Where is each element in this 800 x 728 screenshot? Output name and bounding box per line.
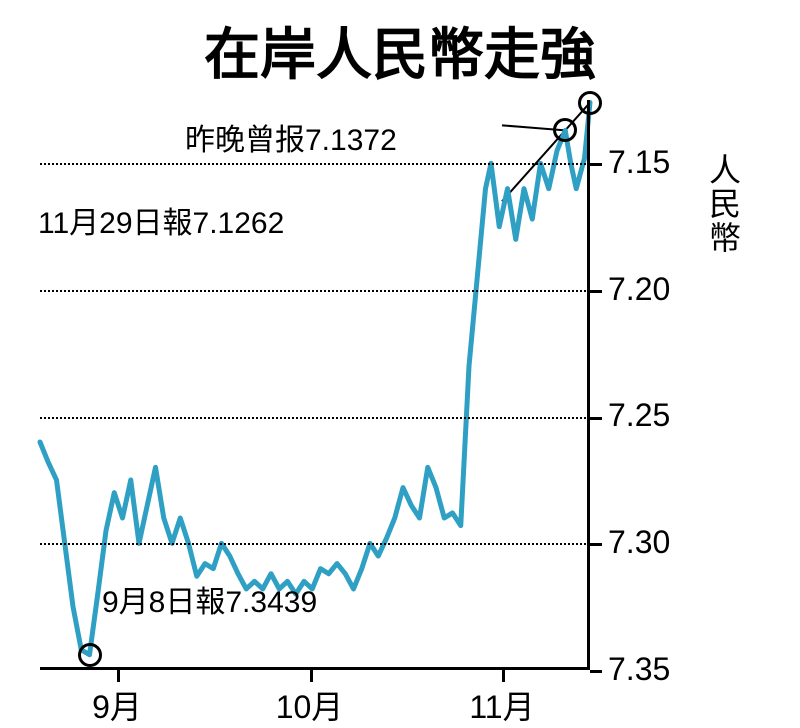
grid-line <box>40 290 590 292</box>
y-tick <box>590 290 602 293</box>
data-marker <box>578 91 602 115</box>
data-marker <box>553 118 577 142</box>
y-axis-line <box>587 100 590 670</box>
x-tick-label: 11月 <box>469 682 534 728</box>
y-tick-label: 7.30 <box>608 524 670 561</box>
x-tick-label: 10月 <box>276 682 344 728</box>
x-axis-line <box>40 667 590 670</box>
x-tick <box>310 670 313 682</box>
y-tick-label: 7.20 <box>608 271 670 308</box>
plot-area: 7.157.207.257.307.35人民幣9月10月11月昨晚曾报7.137… <box>40 100 590 670</box>
annotation-label: 11月29日報7.1262 <box>38 198 284 242</box>
annotation-label: 昨晚曾报7.1372 <box>185 115 397 159</box>
y-tick-label: 7.35 <box>608 651 670 688</box>
y-tick <box>590 163 602 166</box>
annotation-label: 9月8日報7.3439 <box>102 577 317 621</box>
y-tick-label: 7.15 <box>608 144 670 181</box>
y-axis-label: 人民幣 <box>700 153 746 255</box>
y-tick-label: 7.25 <box>608 397 670 434</box>
data-line <box>40 103 590 655</box>
data-marker <box>78 643 102 667</box>
grid-line <box>40 543 590 545</box>
y-tick <box>590 543 602 546</box>
chart-title: 在岸人民幣走強 <box>0 10 800 91</box>
y-tick <box>590 670 602 673</box>
x-tick <box>502 670 505 682</box>
x-tick <box>117 670 120 682</box>
grid-line <box>40 163 590 165</box>
x-tick-label: 9月 <box>92 682 142 728</box>
grid-line <box>40 417 590 419</box>
y-tick <box>590 417 602 420</box>
